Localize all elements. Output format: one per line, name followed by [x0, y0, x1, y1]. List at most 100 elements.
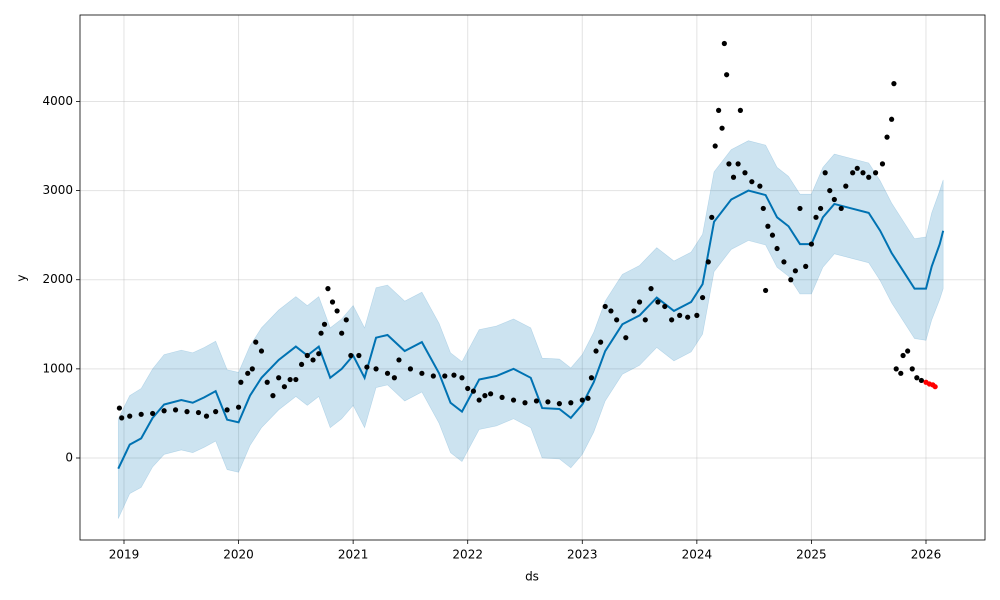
data-point — [662, 303, 668, 310]
data-point — [860, 170, 866, 176]
data-point — [488, 391, 494, 397]
data-point — [264, 379, 270, 385]
data-point — [730, 174, 737, 180]
data-point — [762, 287, 769, 294]
data-point — [831, 196, 837, 203]
y-tick-label: 4000 — [42, 94, 73, 108]
x-tick-label: 2019 — [109, 548, 140, 562]
data-point — [757, 183, 763, 189]
data-point — [339, 330, 345, 336]
data-point — [602, 303, 608, 310]
data-point — [281, 384, 287, 390]
data-point — [442, 373, 448, 379]
data-point — [476, 397, 482, 403]
data-point — [813, 214, 819, 220]
data-point — [631, 308, 637, 314]
data-point — [872, 170, 879, 176]
data-point — [781, 259, 787, 265]
data-point — [889, 116, 895, 122]
y-tick-label: 0 — [65, 450, 73, 464]
data-point — [310, 357, 316, 363]
x-tick-label: 2025 — [796, 548, 827, 562]
x-tick-label: 2024 — [682, 548, 713, 562]
data-point — [343, 317, 349, 323]
data-point — [854, 165, 860, 171]
data-point — [817, 205, 824, 212]
data-point — [726, 161, 732, 167]
data-point — [184, 409, 190, 415]
data-point — [850, 170, 856, 176]
data-point — [253, 339, 259, 345]
data-point — [419, 370, 425, 376]
data-point — [245, 370, 251, 376]
data-point — [235, 404, 242, 410]
data-point — [598, 339, 604, 345]
data-point — [891, 81, 897, 87]
data-point — [709, 214, 715, 220]
data-point — [384, 370, 391, 376]
data-point — [172, 407, 179, 413]
data-point — [898, 370, 904, 376]
data-point — [356, 352, 362, 359]
data-point — [348, 352, 354, 359]
data-point — [298, 361, 305, 368]
data-point — [150, 410, 156, 417]
data-point — [238, 379, 244, 385]
data-point — [195, 409, 202, 416]
data-point — [909, 366, 915, 372]
data-point — [545, 399, 551, 405]
data-point — [287, 376, 293, 383]
x-tick-label: 2021 — [338, 548, 369, 562]
y-tick-label: 1000 — [42, 361, 73, 375]
data-point — [838, 205, 844, 212]
data-point — [932, 384, 938, 390]
data-point — [119, 415, 125, 421]
data-point — [765, 223, 771, 229]
data-point — [304, 352, 310, 359]
data-point — [161, 408, 167, 414]
data-point — [822, 170, 828, 176]
data-point — [364, 364, 370, 370]
data-point — [293, 376, 299, 383]
x-tick-label: 2026 — [911, 548, 942, 562]
forecast-line — [117, 189, 945, 470]
data-point — [914, 375, 920, 381]
data-point — [510, 397, 517, 403]
data-point — [470, 388, 477, 394]
data-point — [325, 286, 331, 292]
data-point — [636, 299, 643, 305]
data-point — [749, 179, 755, 185]
x-tick-label: 2022 — [452, 548, 483, 562]
data-point — [451, 372, 457, 378]
data-point — [391, 375, 397, 381]
data-point — [116, 405, 123, 411]
data-point — [499, 394, 505, 400]
data-point — [716, 107, 722, 113]
data-point — [556, 401, 562, 407]
data-point — [724, 72, 730, 78]
data-point — [792, 268, 798, 274]
data-point — [705, 259, 711, 265]
data-point — [373, 366, 379, 372]
data-point — [712, 143, 718, 149]
plot-frame — [79, 14, 986, 541]
data-point — [316, 351, 322, 357]
data-point — [579, 397, 585, 403]
data-point — [760, 205, 766, 212]
data-point — [329, 299, 336, 305]
data-point — [721, 40, 727, 47]
x-tick-label: 2023 — [567, 548, 598, 562]
data-point — [669, 317, 675, 323]
uncertainty-band — [117, 140, 944, 519]
x-tick-label: 2020 — [223, 548, 254, 562]
data-point — [803, 263, 809, 269]
data-point — [568, 400, 574, 406]
data-point — [623, 335, 629, 341]
data-point — [893, 366, 899, 372]
data-point — [774, 245, 780, 252]
y-tick-label: 3000 — [42, 183, 73, 197]
data-point — [270, 393, 276, 399]
data-point — [843, 183, 849, 189]
